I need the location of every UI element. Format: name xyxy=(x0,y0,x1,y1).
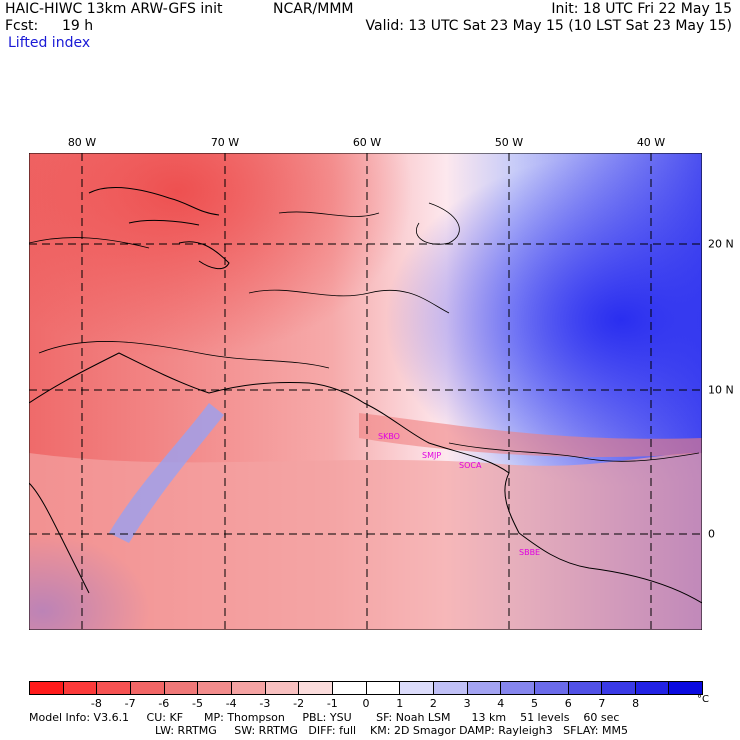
colorbar-tick-label: -1 xyxy=(326,697,338,710)
colorbar-cell xyxy=(365,682,400,694)
colorbar-tick-label: 0 xyxy=(362,697,370,710)
colorbar-cell xyxy=(62,682,97,694)
init-time: Init: 18 UTC Fri 22 May 15 xyxy=(551,1,732,17)
colorbar-cell xyxy=(331,682,366,694)
colorbar-cell xyxy=(668,682,703,694)
colorbar-cell xyxy=(197,682,231,694)
colorbar-cell xyxy=(432,682,467,694)
colorbar-tick-label: -2 xyxy=(293,697,305,710)
colorbar xyxy=(29,681,703,695)
colorbar-tick-label: 6 xyxy=(564,697,572,710)
colorbar-cell xyxy=(163,682,198,694)
colorbar-cell xyxy=(399,682,433,694)
lon-label-50w: 50 W xyxy=(494,136,524,149)
colorbar-cell xyxy=(500,682,534,694)
colorbar-cell xyxy=(264,682,299,694)
station-label: SBBE xyxy=(519,548,540,557)
lat-label-20n: 20 N xyxy=(708,237,734,251)
colorbar-unit: °C xyxy=(697,694,709,705)
lifted-index-map: SKBO SMJP SOCA SBBE xyxy=(29,153,702,630)
unstable-strip-itcz xyxy=(359,413,702,458)
colorbar-tick-label: 7 xyxy=(598,697,606,710)
lon-label-40w: 40 W xyxy=(636,136,666,149)
colorbar-cell xyxy=(129,682,164,694)
station-label: SKBO xyxy=(378,432,400,441)
colorbar-cell xyxy=(230,682,265,694)
lon-label-70w: 70 W xyxy=(210,136,240,149)
colorbar-tick-label: 4 xyxy=(497,697,505,710)
unstable-band-south xyxy=(29,453,702,630)
colorbar-cell xyxy=(466,682,501,694)
model-info-line2: LW: RRTMG SW: RRTMG DIFF: full KM: 2D Sm… xyxy=(155,724,628,737)
valid-time: Valid: 13 UTC Sat 23 May 15 (10 LST Sat … xyxy=(365,18,732,34)
lon-label-80w: 80 W xyxy=(67,136,97,149)
colorbar-tick-label: 2 xyxy=(429,697,437,710)
lat-label-equator: 0 xyxy=(708,527,715,541)
colorbar-cell xyxy=(634,682,669,694)
colorbar-tick-label: -7 xyxy=(124,697,136,710)
forecast-hour: 19 h xyxy=(62,18,94,34)
colorbar-cell xyxy=(533,682,568,694)
andes-stable-strip xyxy=(109,403,224,543)
colorbar-tick-label: -5 xyxy=(192,697,203,710)
station-label: SOCA xyxy=(459,461,482,470)
colorbar-tick-label: 3 xyxy=(463,697,471,710)
colorbar-cell xyxy=(96,682,130,694)
model-info-line1: Model Info: V3.6.1 CU: KF MP: Thompson P… xyxy=(29,711,620,724)
colorbar-cell xyxy=(30,682,63,694)
lon-label-60w: 60 W xyxy=(352,136,382,149)
coastlines xyxy=(29,187,702,604)
colorbar-cell xyxy=(298,682,332,694)
colorbar-cell xyxy=(567,682,602,694)
colorbar-tick-label: -4 xyxy=(225,697,237,710)
field-name: Lifted index xyxy=(8,35,91,51)
colorbar-cell xyxy=(601,682,635,694)
colorbar-tick-label: 1 xyxy=(396,697,404,710)
forecast-label: Fcst: xyxy=(5,18,39,34)
graticule xyxy=(29,153,702,630)
model-title: HAIC-HIWC 13km ARW-GFS init xyxy=(5,1,223,17)
lat-label-10n: 10 N xyxy=(708,383,734,397)
colorbar-tick-label: 8 xyxy=(632,697,640,710)
colorbar-tick-label: -3 xyxy=(259,697,271,710)
contours xyxy=(29,202,700,462)
colorbar-tick-label: -8 xyxy=(90,697,102,710)
colorbar-tick-label: 5 xyxy=(531,697,538,710)
station-label: SMJP xyxy=(422,451,441,460)
org-label: NCAR/MMM xyxy=(273,1,354,17)
colorbar-tick-label: -6 xyxy=(158,697,170,710)
